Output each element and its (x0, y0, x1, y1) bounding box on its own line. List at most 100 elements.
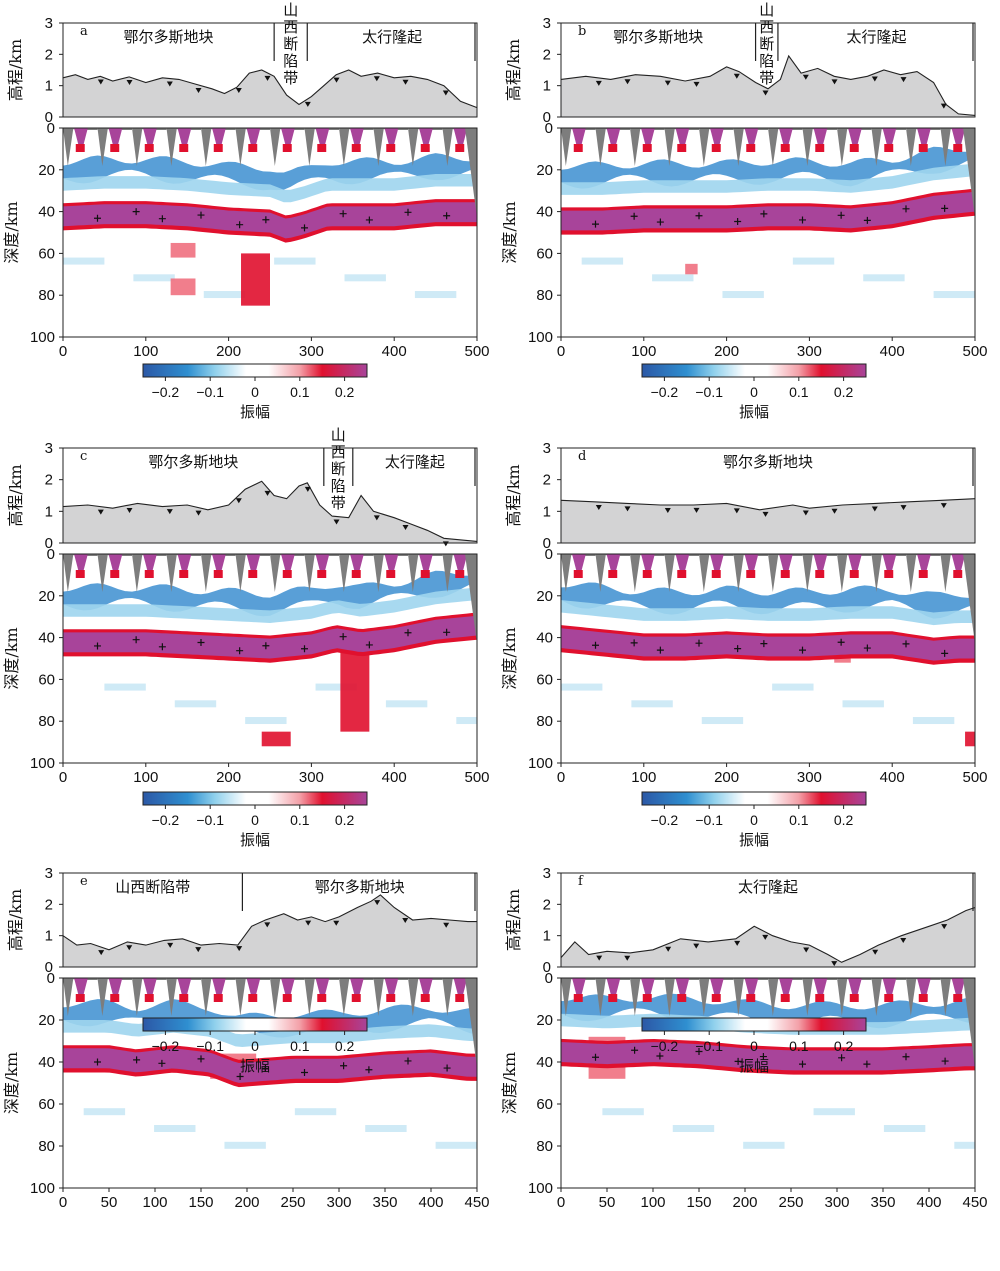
terrain-area (63, 481, 477, 543)
colorbar: −0.2 −0.1 0 0.1 0.2 振幅 (142, 1017, 368, 1075)
station-marker (333, 519, 340, 525)
no-data-wedge (871, 128, 882, 166)
surface-positive (281, 554, 295, 570)
surface-positive-edge (918, 144, 928, 152)
station-marker (264, 75, 271, 81)
moho-pick-marker (941, 1057, 949, 1065)
depth-tick-label: 60 (38, 1096, 55, 1113)
elevation-line (62, 480, 478, 542)
depth-tick-label: 20 (38, 162, 55, 179)
surface-positive-edge (213, 144, 223, 152)
surface-positive (848, 978, 862, 994)
moho-pick-marker (132, 208, 140, 216)
elevation-frame (62, 22, 478, 118)
x-tick-label: 250 (280, 1194, 305, 1211)
surface-positive-edge (608, 570, 618, 578)
elevation-frame (560, 872, 976, 968)
depth-tick-label: 80 (536, 287, 553, 304)
no-data-wedge (768, 978, 779, 1016)
surface-positive-edge (677, 994, 687, 1002)
no-data-wedge (871, 554, 882, 592)
colorbar-tick-label: −0.1 (695, 812, 723, 828)
deep-negative-band (743, 1141, 785, 1149)
no-data-wedge (940, 554, 951, 592)
moho-pick-marker (941, 649, 949, 657)
no-data-wedge (132, 554, 143, 592)
colorbar-gradient (142, 363, 368, 378)
colorbar-tick-label: 0 (251, 812, 259, 828)
moho-pick-marker (236, 647, 244, 655)
station-marker (872, 949, 879, 955)
elevation-axis-label: 高程/km (6, 889, 25, 951)
surface-positive-edge (455, 144, 465, 152)
surface-positive-edge (642, 994, 652, 1002)
no-data-wedge (63, 554, 74, 592)
deep-negative-band (842, 700, 884, 708)
moho-pick-marker (656, 1052, 664, 1060)
surface-positive (917, 978, 931, 994)
surface-positive-edge (110, 144, 120, 152)
region-label-1: 带 (283, 69, 298, 87)
elev-tick-label: 3 (543, 440, 551, 457)
moho-band-core (63, 615, 477, 659)
colorbar-gradient (641, 791, 867, 806)
surface-positive-edge (677, 570, 687, 578)
elev-tick-label: 1 (543, 928, 551, 945)
moho-pick-marker (734, 1057, 742, 1065)
panel-f: 太行隆起 f 0 1 2 3 高程/km 0 20 40 60 80 100 深度/km 0 50 100 150… (500, 865, 988, 1211)
deep-negative-band (722, 291, 764, 299)
x-tick-label: 100 (133, 769, 158, 786)
depth-tick-label: 0 (545, 970, 553, 987)
no-data-wedge (339, 978, 350, 1016)
surface-positive-edge (711, 994, 721, 1002)
receiver-function-image (561, 978, 975, 1188)
station-marker (831, 961, 838, 967)
crustal-negative-band (561, 993, 975, 1029)
surface-positive-edge (179, 144, 189, 152)
surface-positive (572, 978, 586, 994)
station-marker (802, 510, 809, 516)
colorbar-tick-label: 0.2 (335, 812, 355, 828)
x-tick-label: 300 (797, 769, 822, 786)
surface-positive-edge (351, 570, 361, 578)
no-data-wedge (408, 128, 419, 166)
deep-negative-band (245, 717, 287, 725)
station-marker (98, 950, 105, 956)
surface-positive (212, 128, 226, 144)
terrain-area (561, 498, 975, 543)
station-marker (802, 74, 809, 80)
x-tick-label: 250 (778, 1194, 803, 1211)
depth-tick-label: 60 (536, 245, 553, 262)
terrain-area (63, 894, 477, 967)
surface-positive (744, 128, 759, 144)
no-data-wedge (768, 128, 779, 166)
surface-positive (675, 128, 690, 144)
moho-pick-marker (760, 210, 768, 218)
no-data-wedge (561, 978, 572, 1016)
surface-positive-edge (317, 144, 327, 152)
colorbar-tick-label: 0.1 (290, 384, 310, 400)
no-data-wedge (304, 554, 315, 592)
no-data-wedge (561, 128, 572, 166)
surface-positive (177, 128, 192, 144)
surface-positive-edge (884, 994, 894, 1002)
deep-negative-band (631, 700, 673, 708)
x-tick-label: 300 (326, 1194, 351, 1211)
station-marker (126, 945, 133, 951)
receiver-function-image (63, 128, 477, 337)
surface-positive (177, 978, 192, 994)
region-label-1: 陷 (283, 52, 298, 70)
surface-positive-edge (282, 144, 292, 152)
surface-positive (74, 978, 88, 994)
depth-tick-label: 40 (38, 1054, 55, 1071)
elev-tick-label: 2 (543, 896, 551, 913)
surface-positive-edge (573, 994, 583, 1002)
surface-positive-edge (351, 994, 361, 1002)
positive-anomaly (170, 242, 196, 258)
region-label-1: 山 (759, 1, 774, 19)
moho-pick-marker (365, 641, 373, 649)
moho-pick-marker (404, 1057, 412, 1065)
depth-tick-label: 60 (38, 671, 55, 688)
elev-tick-label: 2 (543, 472, 551, 489)
